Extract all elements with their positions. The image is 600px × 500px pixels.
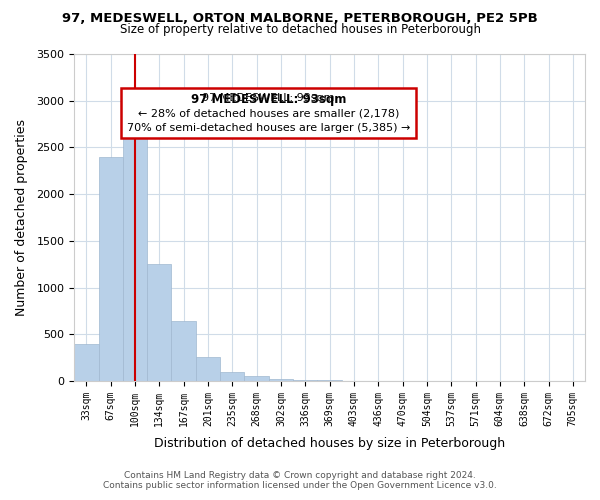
Text: 97 MEDESWELL: 93sqm
← 28% of detached houses are smaller (2,178)
70% of semi-det: 97 MEDESWELL: 93sqm ← 28% of detached ho… <box>127 93 410 133</box>
Bar <box>293 380 317 381</box>
Bar <box>123 138 147 381</box>
X-axis label: Distribution of detached houses by size in Peterborough: Distribution of detached houses by size … <box>154 437 505 450</box>
Text: 97 MEDESWELL: 93sqm: 97 MEDESWELL: 93sqm <box>191 93 346 106</box>
Bar <box>98 156 123 381</box>
Bar <box>220 372 244 381</box>
Bar <box>74 344 98 381</box>
Text: Size of property relative to detached houses in Peterborough: Size of property relative to detached ho… <box>119 22 481 36</box>
Text: 97 MEDESWELL: 93sqm
← 28% of detached houses are smaller (2,178)
70% of semi-det: 97 MEDESWELL: 93sqm ← 28% of detached ho… <box>127 93 410 133</box>
Bar <box>269 378 293 381</box>
Text: 97 MEDESWELL: 93sqm: 97 MEDESWELL: 93sqm <box>191 93 346 106</box>
Bar <box>172 321 196 381</box>
Text: 97, MEDESWELL, ORTON MALBORNE, PETERBOROUGH, PE2 5PB: 97, MEDESWELL, ORTON MALBORNE, PETERBORO… <box>62 12 538 26</box>
Bar <box>196 356 220 381</box>
Text: Contains HM Land Registry data © Crown copyright and database right 2024.
Contai: Contains HM Land Registry data © Crown c… <box>103 470 497 490</box>
Bar <box>147 264 172 381</box>
Y-axis label: Number of detached properties: Number of detached properties <box>15 119 28 316</box>
Bar <box>244 376 269 381</box>
